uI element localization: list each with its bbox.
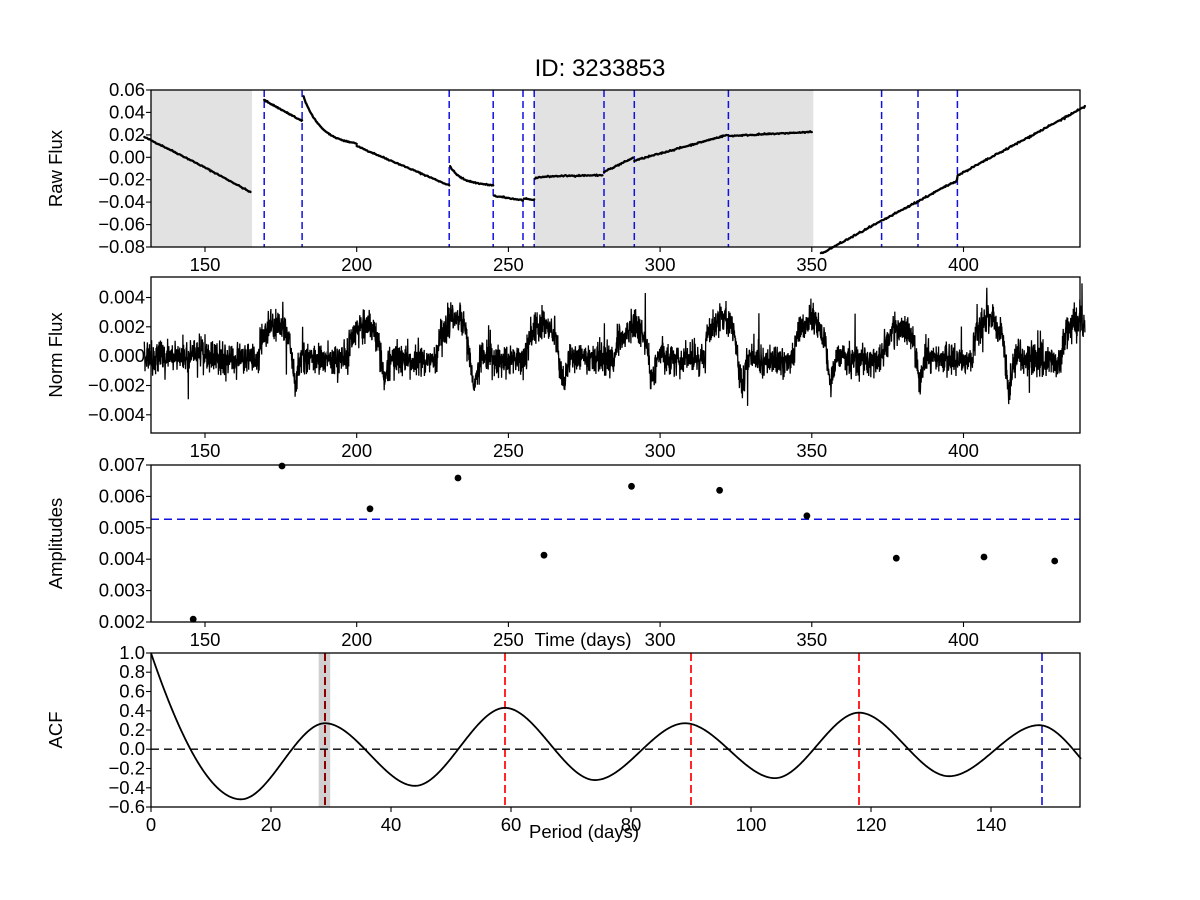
- svg-text:0.6: 0.6: [119, 681, 145, 702]
- svg-text:−0.02: −0.02: [98, 169, 145, 190]
- svg-text:350: 350: [796, 629, 827, 650]
- svg-text:−0.2: −0.2: [108, 758, 145, 779]
- svg-text:Time (days): Time (days): [535, 629, 632, 650]
- svg-text:300: 300: [645, 629, 676, 650]
- svg-text:250: 250: [493, 254, 524, 275]
- svg-text:20: 20: [261, 814, 282, 835]
- svg-text:40: 40: [381, 814, 402, 835]
- svg-text:1.0: 1.0: [119, 642, 145, 663]
- svg-text:0.002: 0.002: [99, 611, 145, 632]
- svg-text:0.4: 0.4: [119, 700, 145, 721]
- svg-text:150: 150: [190, 440, 221, 461]
- svg-text:120: 120: [856, 814, 887, 835]
- svg-text:150: 150: [190, 629, 221, 650]
- svg-text:−0.04: −0.04: [98, 191, 145, 212]
- svg-text:0.004: 0.004: [99, 548, 145, 569]
- svg-text:−0.4: −0.4: [108, 777, 145, 798]
- svg-text:0.007: 0.007: [99, 454, 145, 475]
- svg-text:350: 350: [796, 254, 827, 275]
- svg-text:100: 100: [736, 814, 767, 835]
- svg-text:300: 300: [645, 254, 676, 275]
- svg-text:0.000: 0.000: [99, 345, 145, 366]
- svg-text:ACF: ACF: [45, 712, 66, 749]
- svg-text:400: 400: [948, 440, 979, 461]
- svg-text:0.06: 0.06: [109, 79, 145, 100]
- svg-text:0.0: 0.0: [119, 738, 145, 759]
- svg-text:200: 200: [341, 440, 372, 461]
- svg-text:0.004: 0.004: [99, 287, 145, 308]
- svg-text:−0.08: −0.08: [98, 236, 145, 257]
- svg-text:140: 140: [976, 814, 1007, 835]
- svg-text:−0.004: −0.004: [88, 404, 145, 425]
- svg-text:0.00: 0.00: [109, 146, 145, 167]
- svg-text:0: 0: [146, 814, 156, 835]
- svg-text:350: 350: [796, 440, 827, 461]
- svg-text:60: 60: [501, 814, 522, 835]
- svg-text:200: 200: [341, 629, 372, 650]
- svg-text:0.8: 0.8: [119, 661, 145, 682]
- svg-text:400: 400: [948, 629, 979, 650]
- svg-text:0.005: 0.005: [99, 517, 145, 538]
- svg-text:Amplitudes: Amplitudes: [45, 498, 66, 590]
- svg-text:0.006: 0.006: [99, 485, 145, 506]
- svg-text:250: 250: [493, 629, 524, 650]
- svg-text:Period (days): Period (days): [529, 821, 639, 842]
- svg-text:−0.06: −0.06: [98, 214, 145, 235]
- svg-text:150: 150: [190, 254, 221, 275]
- svg-text:Raw Flux: Raw Flux: [45, 129, 66, 207]
- svg-text:250: 250: [493, 440, 524, 461]
- svg-text:400: 400: [948, 254, 979, 275]
- svg-text:−0.002: −0.002: [88, 375, 145, 396]
- svg-text:Norm Flux: Norm Flux: [45, 312, 66, 398]
- svg-text:0.002: 0.002: [99, 316, 145, 337]
- svg-text:0.2: 0.2: [119, 719, 145, 740]
- svg-text:0.003: 0.003: [99, 580, 145, 601]
- svg-text:0.02: 0.02: [109, 124, 145, 145]
- svg-text:200: 200: [341, 254, 372, 275]
- svg-text:ID: 3233853: ID: 3233853: [535, 55, 666, 82]
- svg-text:300: 300: [645, 440, 676, 461]
- svg-text:−0.6: −0.6: [108, 796, 145, 817]
- svg-text:0.04: 0.04: [109, 101, 145, 122]
